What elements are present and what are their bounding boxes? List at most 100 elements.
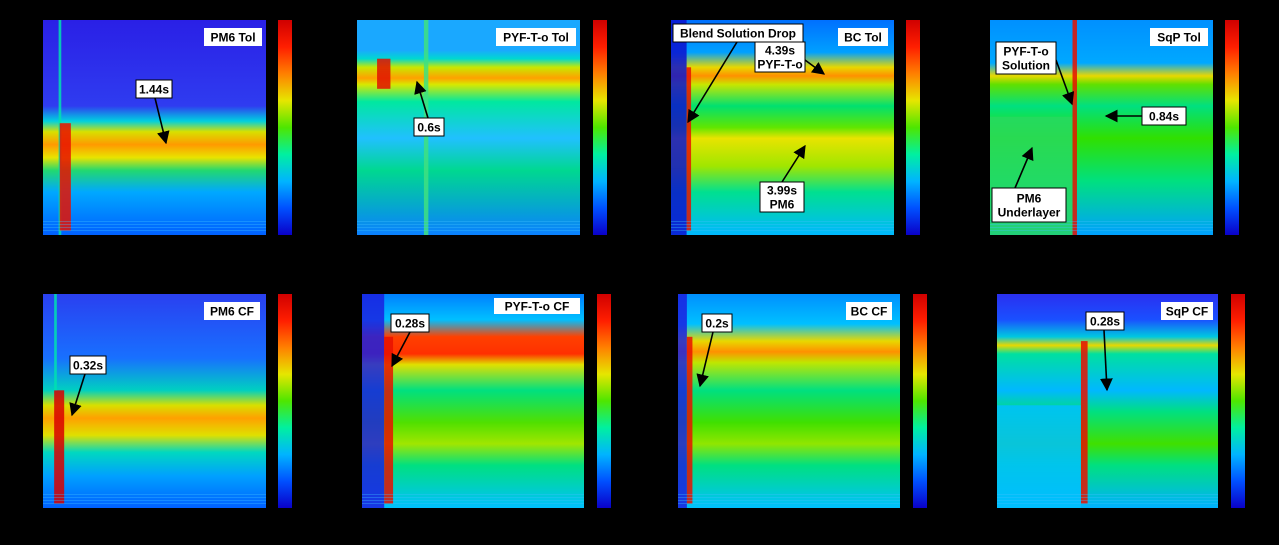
heatmap-panel-8: SqP CF 0.28s xyxy=(997,294,1245,508)
annotation-label: 0.28s xyxy=(1090,315,1120,329)
annotation-label: 0.28s xyxy=(395,317,425,331)
heatmap-streak xyxy=(686,67,692,231)
panel-title-box xyxy=(204,302,260,320)
heatmap-noise-line xyxy=(362,500,584,501)
heatmap-streak xyxy=(54,390,65,504)
panel-title: BC Tol xyxy=(844,31,882,45)
heatmap-noise-line xyxy=(362,494,584,495)
annotation-box xyxy=(69,355,107,375)
annotation-arrow xyxy=(696,331,714,388)
annotation-label: 0.6s xyxy=(417,121,441,135)
annotation-label: 3.99s PM6 xyxy=(767,184,797,212)
heatmap-streak xyxy=(686,336,693,504)
heatmap-image xyxy=(357,20,580,235)
heatmap-noise-line xyxy=(357,227,580,228)
heatmap-panel-6: PYF-T-o CF 0.28s xyxy=(362,294,611,508)
heatmap-noise-line xyxy=(678,494,900,495)
panel-title-box xyxy=(204,28,262,46)
panel-title: PM6 CF xyxy=(210,305,254,319)
annotation-arrow xyxy=(804,59,826,75)
colorbar xyxy=(278,294,292,508)
heatmap-noise-line xyxy=(671,227,894,228)
annotation-box xyxy=(672,23,804,43)
annotation-label: 0.32s xyxy=(73,359,103,373)
heatmap-noise-line xyxy=(997,494,1218,495)
colorbar xyxy=(593,20,607,235)
annotation-label: Blend Solution Drop xyxy=(680,27,796,41)
annotation-arrow xyxy=(391,331,411,368)
panel-title-box xyxy=(496,28,576,46)
heatmap-panel-7: BC CF 0.2s xyxy=(678,294,927,508)
heatmap-noise-line xyxy=(997,497,1218,498)
heatmap-noise-line xyxy=(678,503,900,504)
heatmap-noise-line xyxy=(997,500,1218,501)
heatmap-noise-line xyxy=(43,500,266,501)
annotation-arrow xyxy=(154,97,170,145)
annotation-arrow xyxy=(1055,59,1075,106)
panel-title: SqP Tol xyxy=(1157,31,1201,45)
annotation-box xyxy=(701,313,733,333)
heatmap-streak xyxy=(377,58,391,89)
annotation-box xyxy=(991,187,1067,223)
annotation-label: PM6 Underlayer xyxy=(998,192,1061,220)
heatmap-streak xyxy=(362,294,385,508)
heatmap-panel-2: PYF-T-o Tol 0.6s xyxy=(357,20,607,235)
colorbar xyxy=(1231,294,1245,508)
panel-title-box xyxy=(494,298,580,314)
heatmap-noise-line xyxy=(671,230,894,231)
annotation-label: 4.39s PYF-T-o xyxy=(757,44,802,72)
heatmap-panel-1: PM6 Tol 1.44s xyxy=(43,20,292,235)
annotation-label: PYF-T-o Solution xyxy=(1002,45,1050,73)
annotation-box xyxy=(995,41,1057,75)
annotation-box xyxy=(759,181,805,213)
panel-title-box xyxy=(846,302,892,320)
heatmap-noise-line xyxy=(997,503,1218,504)
heatmap-streak xyxy=(1080,341,1088,504)
annotation-arrow xyxy=(1014,146,1034,189)
heatmap-streak xyxy=(59,123,71,231)
heatmap-noise-line xyxy=(362,497,584,498)
panel-title: SqP CF xyxy=(1166,305,1208,319)
heatmap-noise-line xyxy=(357,224,580,225)
panel-title: BC CF xyxy=(851,305,888,319)
annotation-label: 0.2s xyxy=(705,317,729,331)
heatmap-noise-line xyxy=(43,497,266,498)
heatmap-image xyxy=(43,20,266,235)
panel-title: PM6 Tol xyxy=(210,31,255,45)
colorbar xyxy=(597,294,611,508)
panel-title: PYF-T-o CF xyxy=(505,300,570,314)
heatmap-noise-line xyxy=(990,221,1213,222)
heatmap-streak xyxy=(997,405,1081,508)
annotation-box xyxy=(754,41,806,73)
annotation-label: 1.44s xyxy=(139,83,169,97)
panel-title-box xyxy=(1150,28,1208,46)
annotation-box xyxy=(1141,106,1187,126)
colorbar xyxy=(1225,20,1239,235)
heatmap-streak xyxy=(678,294,687,508)
heatmap-noise-line xyxy=(678,497,900,498)
heatmap-image xyxy=(43,294,266,508)
heatmap-noise-line xyxy=(362,503,584,504)
annotation-arrow xyxy=(414,80,429,119)
heatmap-noise-line xyxy=(43,503,266,504)
heatmap-streak xyxy=(671,20,687,235)
annotation-box xyxy=(390,313,430,333)
heatmap-noise-line xyxy=(990,230,1213,231)
heatmap-streak xyxy=(1072,20,1077,235)
annotation-arrow xyxy=(781,144,806,183)
heatmap-panel-4: SqP Tol PYF-T-o Solution 0.84s PM6 Underlayer xyxy=(990,20,1239,235)
heatmap-noise-line xyxy=(43,227,266,228)
annotation-arrow xyxy=(687,41,738,124)
heatmap-noise-line xyxy=(678,500,900,501)
colorbar xyxy=(913,294,927,508)
heatmap-noise-line xyxy=(990,227,1213,228)
heatmap-noise-line xyxy=(43,494,266,495)
heatmap-noise-line xyxy=(357,221,580,222)
heatmap-noise-line xyxy=(671,224,894,225)
heatmap-noise-line xyxy=(43,221,266,222)
panel-title: PYF-T-o Tol xyxy=(503,31,569,45)
annotation-box xyxy=(413,117,445,137)
heatmap-noise-line xyxy=(357,230,580,231)
